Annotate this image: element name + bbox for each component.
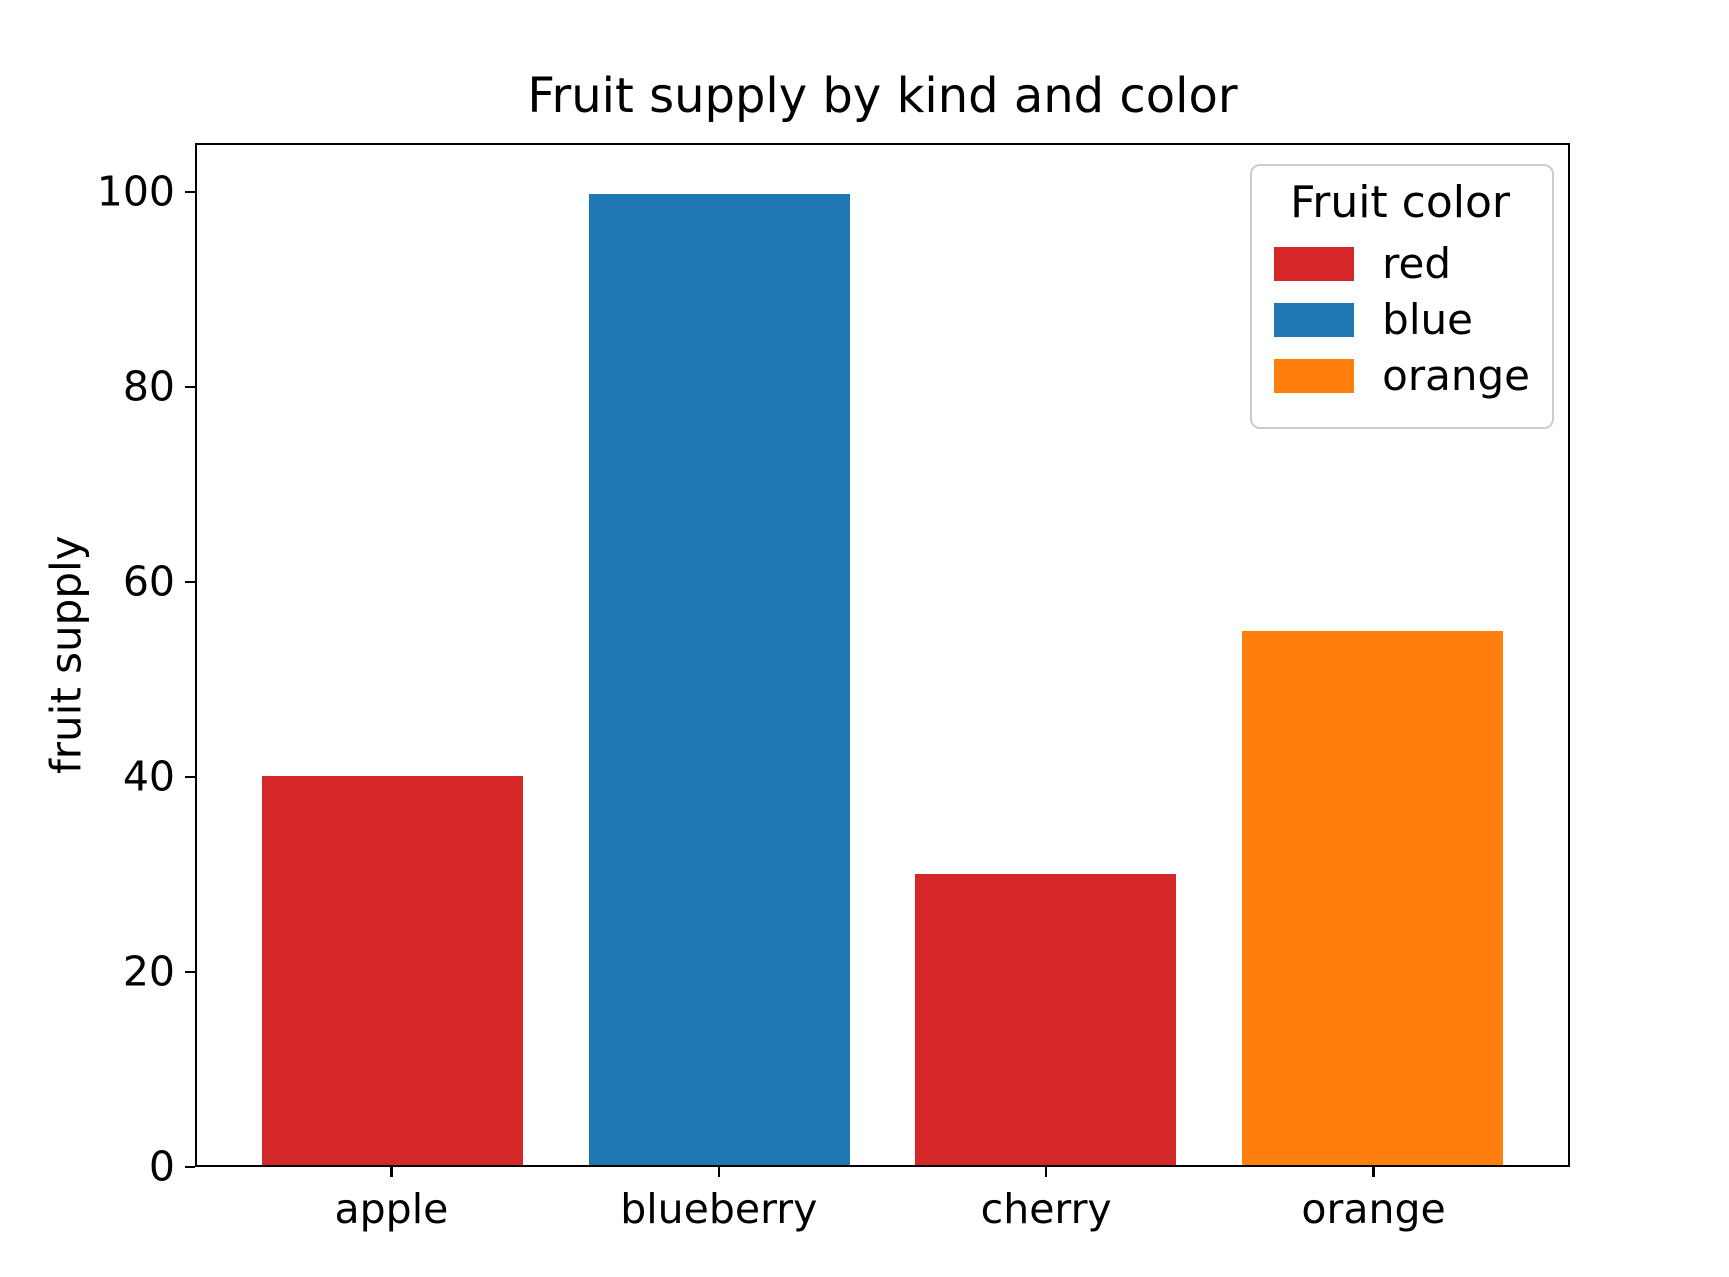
x-tick-label-apple: apple: [334, 1185, 449, 1233]
y-tick-mark: [185, 190, 195, 193]
x-tick-label-cherry: cherry: [980, 1185, 1112, 1233]
legend-title: Fruit color: [1290, 177, 1511, 228]
y-tick-label: 80: [122, 362, 175, 411]
y-tick-label: 60: [122, 557, 175, 606]
x-tick-mark: [1372, 1167, 1375, 1177]
legend-label: red: [1382, 238, 1452, 288]
bar-cherry: [915, 873, 1177, 1165]
legend-entry-red: red: [1270, 238, 1530, 288]
chart-title: Fruit supply by kind and color: [527, 68, 1238, 124]
y-axis-label: fruit supply: [41, 535, 91, 775]
legend-swatch-orange: [1274, 358, 1355, 393]
legend-swatch-blue: [1274, 302, 1355, 337]
legend-swatch-red: [1274, 246, 1355, 281]
y-tick-label: 40: [122, 752, 175, 801]
y-tick-mark: [185, 1165, 195, 1169]
x-tick-mark: [1044, 1167, 1048, 1177]
x-tick-label-orange: orange: [1301, 1185, 1446, 1233]
bar-blueberry: [588, 193, 850, 1165]
legend-entry-orange: orange: [1270, 350, 1530, 400]
x-tick-label-blueberry: blueberry: [620, 1185, 818, 1233]
y-tick-mark: [185, 775, 195, 779]
plot-area: Fruit color red blue orange: [195, 143, 1570, 1167]
y-tick-label: 100: [96, 167, 175, 216]
x-tick-mark: [717, 1167, 720, 1177]
x-tick-mark: [390, 1167, 393, 1177]
bars-container: [197, 145, 1568, 1165]
legend: Fruit color red blue orange: [1250, 164, 1554, 429]
legend-label: blue: [1382, 294, 1473, 344]
bar-orange: [1241, 630, 1503, 1165]
legend-entries: red blue orange: [1270, 238, 1530, 400]
legend-label: orange: [1382, 350, 1530, 400]
y-tick-label: 20: [122, 947, 175, 996]
legend-entry-blue: blue: [1270, 294, 1530, 344]
y-tick-mark: [185, 385, 195, 388]
y-tick-label: 0: [148, 1142, 175, 1191]
bar-apple: [262, 776, 524, 1165]
y-tick-mark: [185, 970, 195, 974]
y-tick-mark: [185, 580, 195, 584]
